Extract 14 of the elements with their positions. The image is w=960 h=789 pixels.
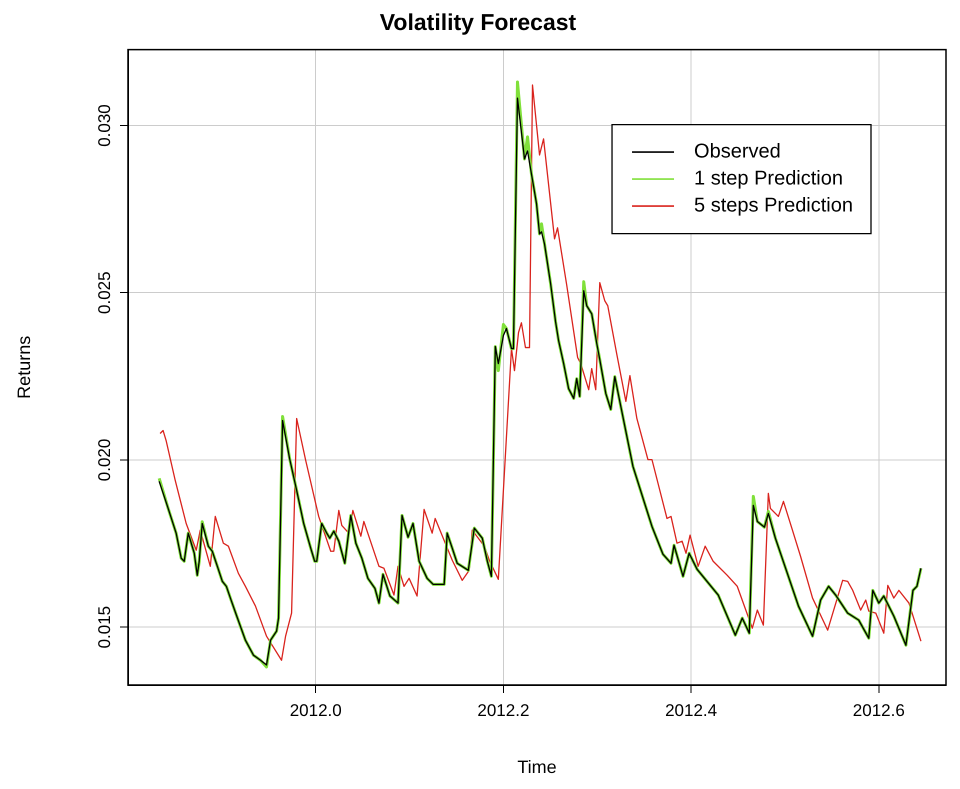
legend-label: 5 steps Prediction (694, 194, 854, 217)
chart-title: Volatility Forecast (380, 9, 577, 36)
x-axis-title: Time (517, 757, 557, 778)
y-tick-label: 0.020 (95, 438, 114, 482)
legend-label: 1 step Prediction (694, 168, 844, 190)
legend-label: Observed (694, 140, 781, 163)
x-tick-label: 2012.6 (852, 700, 905, 720)
y-tick-label: 0.015 (95, 606, 114, 648)
y-axis-title: Returns (14, 336, 34, 399)
x-tick-label: 2012.4 (665, 700, 718, 720)
y-tick-label: 0.025 (95, 271, 114, 314)
x-tick-label: 2012.2 (477, 700, 530, 720)
x-tick-label: 2012.0 (290, 700, 342, 720)
y-tick-label: 0.030 (95, 104, 114, 147)
